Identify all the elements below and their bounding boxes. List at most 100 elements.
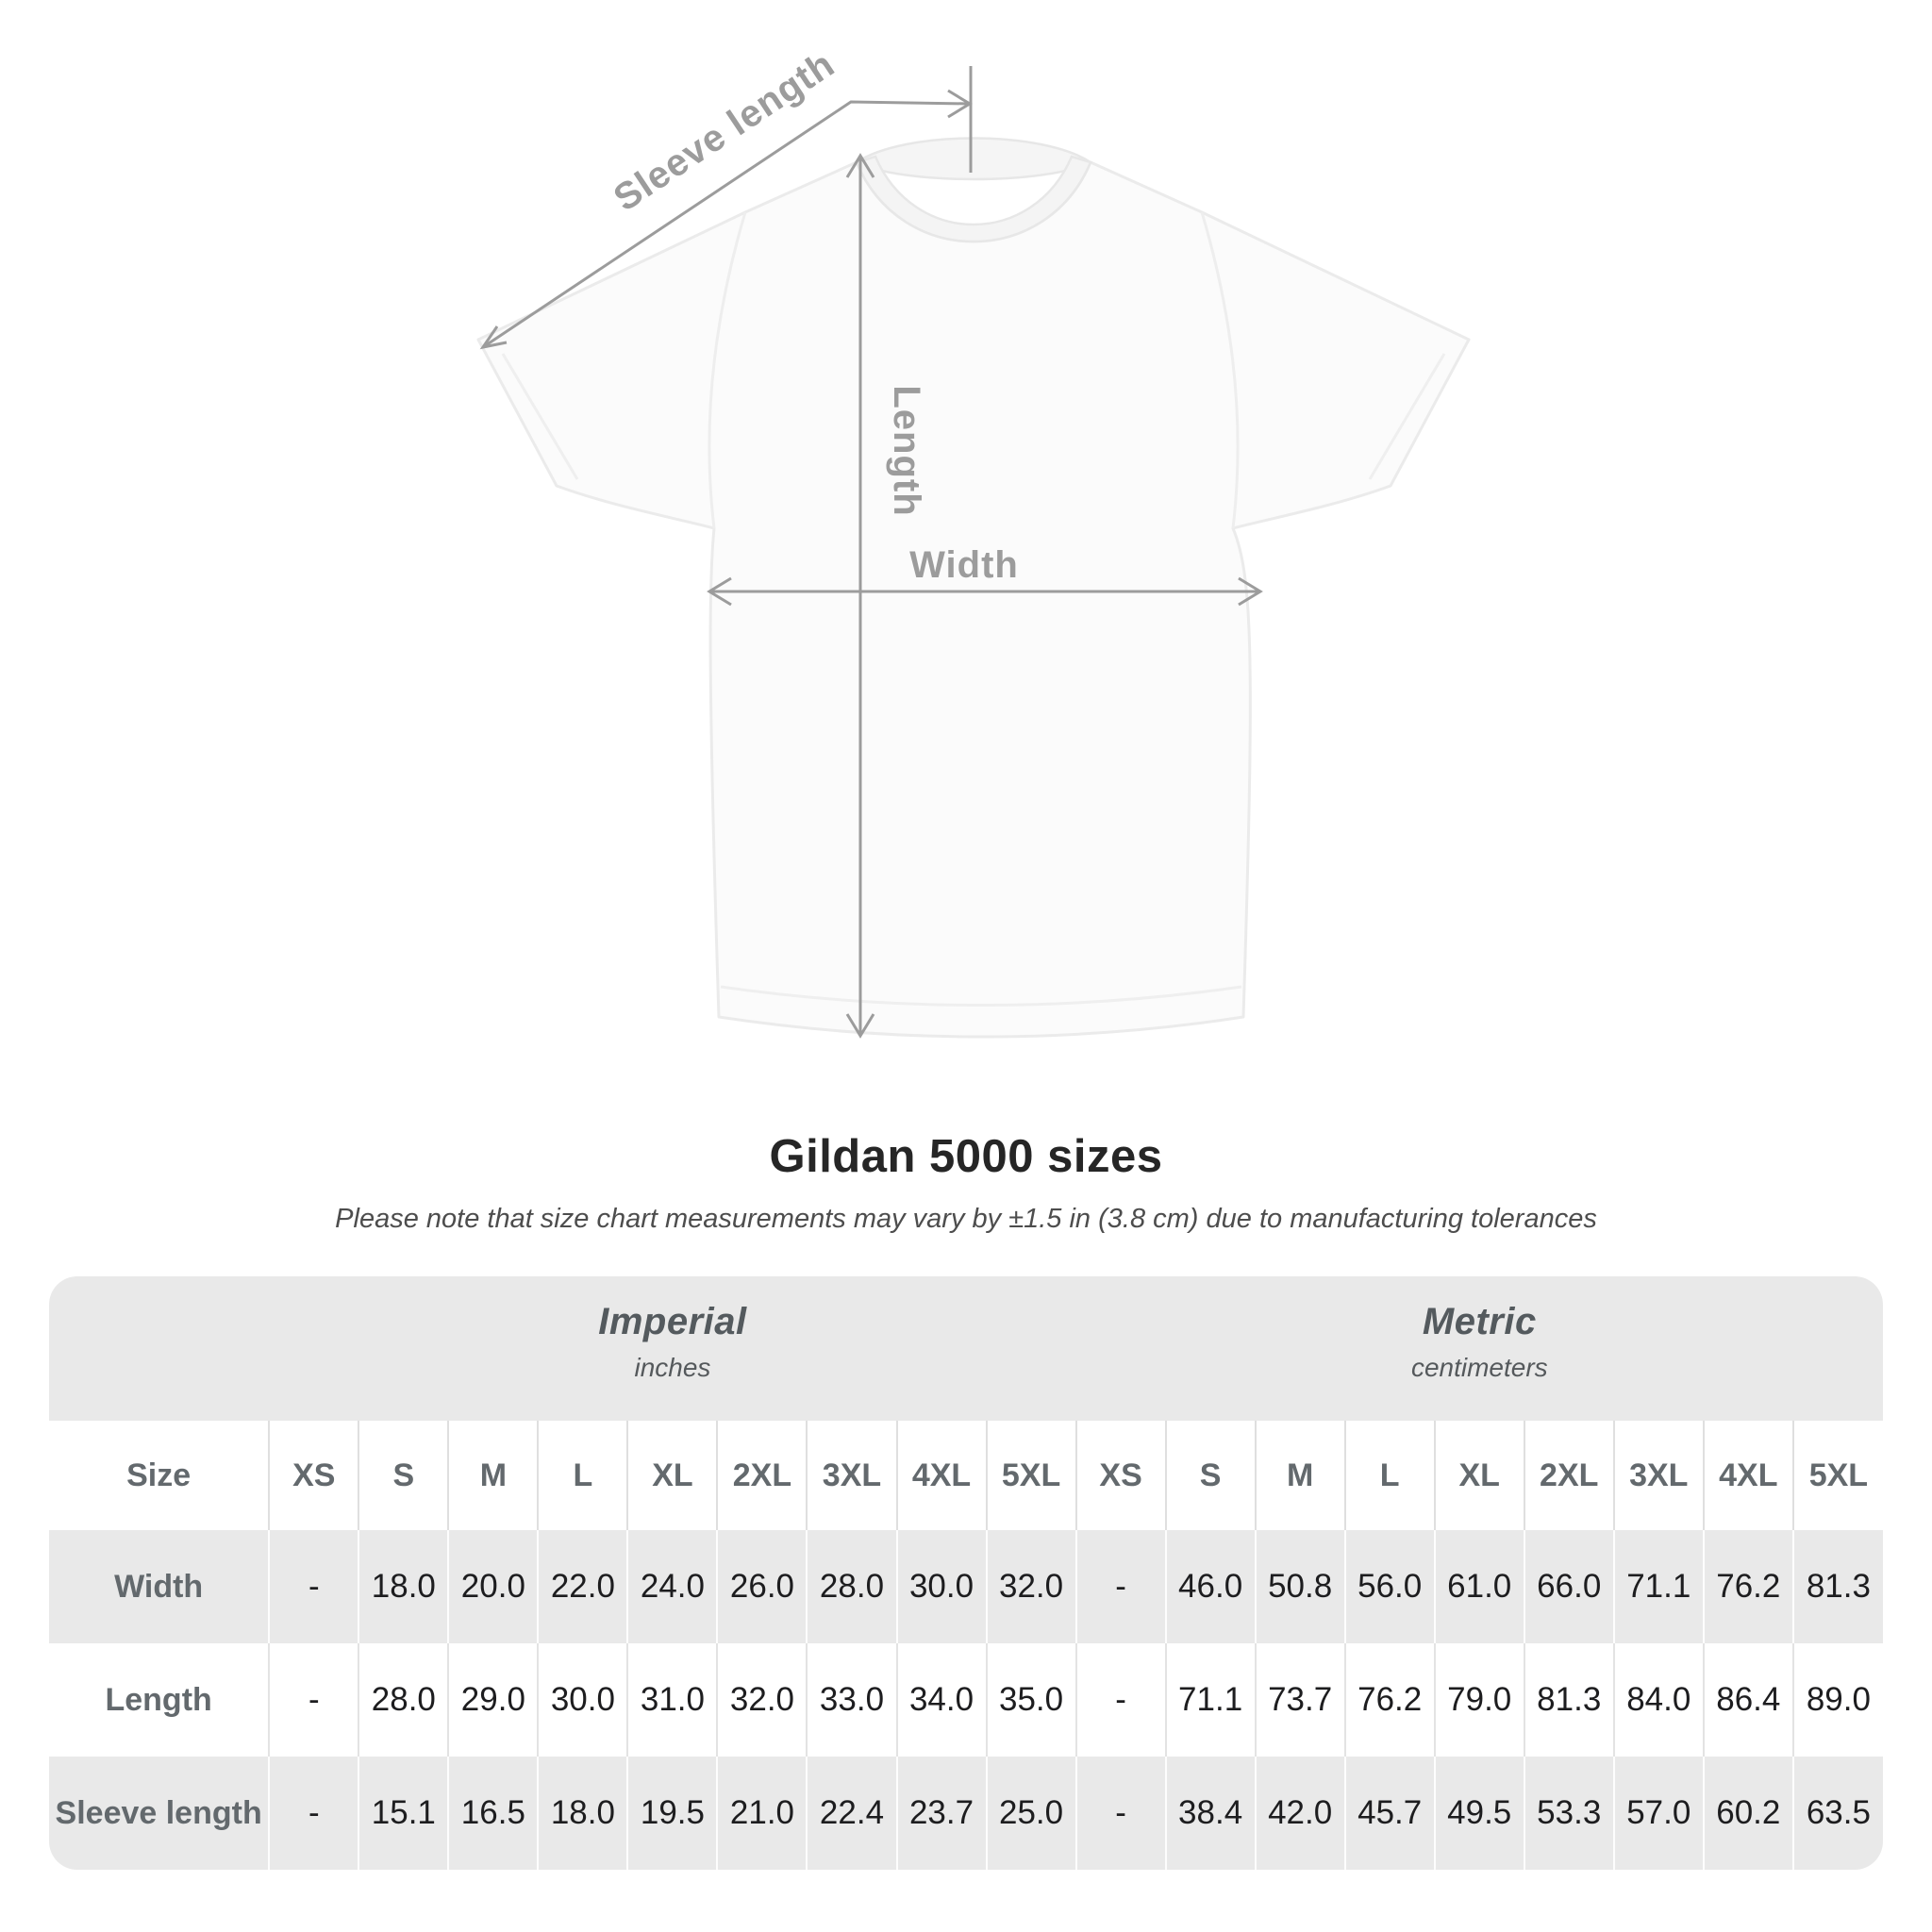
size-col-imperial-2xl: 2XL (716, 1421, 808, 1530)
tshirt-right-armhole-seam (1200, 211, 1240, 529)
width-arrowhead-left (707, 576, 732, 607)
length-metric-l: 76.2 (1343, 1643, 1435, 1757)
page-title: Gildan 5000 sizes (769, 1131, 1163, 1182)
sleeve-imperial-s: 15.1 (358, 1757, 449, 1870)
size-header-label: Size (126, 1457, 192, 1493)
length-row-label: Length (105, 1681, 212, 1718)
sleeve-metric-4xl: 60.2 (1702, 1757, 1793, 1870)
imperial-title: Imperial (598, 1301, 747, 1342)
length-imperial-s: 28.0 (358, 1643, 449, 1757)
sleeve-length-row: Sleeve length - 15.1 16.5 18.0 19.5 21.0… (49, 1757, 1883, 1870)
units-header-band: Imperial inches Metric centimeters (49, 1276, 1883, 1421)
width-metric-5xl: 81.3 (1791, 1530, 1883, 1643)
sleeve-metric-xs: - (1074, 1757, 1166, 1870)
length-metric-5xl: 89.0 (1791, 1643, 1883, 1757)
sleeve-metric-m: 42.0 (1254, 1757, 1345, 1870)
measurement-lines (479, 66, 1263, 1039)
width-metric-4xl: 76.2 (1702, 1530, 1793, 1643)
sleeve-metric-xl: 49.5 (1433, 1757, 1524, 1870)
width-row-label: Width (114, 1568, 204, 1605)
sleeve-row-label: Sleeve length (55, 1794, 262, 1831)
width-imperial-5xl: 32.0 (985, 1530, 1076, 1643)
width-metric-2xl: 66.0 (1523, 1530, 1614, 1643)
metric-unit: centimeters (1410, 1353, 1548, 1382)
sleeve-metric-l: 45.7 (1343, 1757, 1435, 1870)
sleeve-imperial-2xl: 21.0 (716, 1757, 808, 1870)
metric-title: Metric (1422, 1301, 1537, 1342)
tshirt-right-cuff-hem (1368, 353, 1446, 480)
size-col-metric-m: M (1254, 1421, 1345, 1530)
size-col-imperial-5xl: 5XL (985, 1421, 1076, 1530)
size-col-metric-xl: XL (1433, 1421, 1524, 1530)
length-imperial-3xl: 33.0 (806, 1643, 897, 1757)
size-col-imperial-4xl: 4XL (895, 1421, 987, 1530)
sleeve-imperial-3xl: 22.4 (806, 1757, 897, 1870)
sleeve-metric-s: 38.4 (1164, 1757, 1256, 1870)
width-imperial-l: 22.0 (537, 1530, 628, 1643)
width-metric-xl: 61.0 (1433, 1530, 1524, 1643)
size-col-metric-4xl: 4XL (1702, 1421, 1793, 1530)
units-header-spacer (49, 1276, 269, 1421)
width-imperial-4xl: 30.0 (895, 1530, 987, 1643)
width-label: Width (909, 544, 1019, 586)
width-metric-m: 50.8 (1254, 1530, 1345, 1643)
tshirt-collar-band (855, 155, 1092, 243)
size-col-metric-5xl: 5XL (1791, 1421, 1883, 1530)
imperial-section-header: Imperial inches (269, 1276, 1075, 1421)
width-metric-l: 56.0 (1343, 1530, 1435, 1643)
length-metric-2xl: 81.3 (1523, 1643, 1614, 1757)
tshirt-bottom-hem (720, 985, 1242, 1007)
length-imperial-2xl: 32.0 (716, 1643, 808, 1757)
length-imperial-4xl: 34.0 (895, 1643, 987, 1757)
width-metric-s: 46.0 (1164, 1530, 1256, 1643)
tshirt-measurement-diagram: Sleeve length Length Width (476, 43, 1471, 1039)
width-imperial-3xl: 28.0 (806, 1530, 897, 1643)
length-imperial-xs: - (268, 1643, 359, 1757)
sleeve-metric-3xl: 57.0 (1612, 1757, 1704, 1870)
sleeve-imperial-4xl: 23.7 (895, 1757, 987, 1870)
size-col-imperial-m: M (447, 1421, 539, 1530)
size-col-metric-xs: XS (1074, 1421, 1166, 1530)
length-row: Length - 28.0 29.0 30.0 31.0 32.0 33.0 3… (49, 1643, 1883, 1757)
size-col-metric-3xl: 3XL (1612, 1421, 1704, 1530)
length-arrowhead-bottom (845, 1013, 875, 1039)
length-metric-m: 73.7 (1254, 1643, 1345, 1757)
length-metric-4xl: 86.4 (1702, 1643, 1793, 1757)
length-metric-xs: - (1074, 1643, 1166, 1757)
sleeve-imperial-l: 18.0 (537, 1757, 628, 1870)
tshirt-figure-svg: Sleeve length Length Width (476, 43, 1471, 1039)
width-arrowhead-right (1238, 576, 1263, 607)
sleeve-metric-5xl: 63.5 (1791, 1757, 1883, 1870)
sleeve-imperial-5xl: 25.0 (985, 1757, 1076, 1870)
width-imperial-xl: 24.0 (626, 1530, 718, 1643)
size-col-imperial-3xl: 3XL (806, 1421, 897, 1530)
size-col-imperial-s: S (358, 1421, 449, 1530)
width-imperial-s: 18.0 (358, 1530, 449, 1643)
tolerance-note: Please note that size chart measurements… (335, 1204, 1597, 1234)
tshirt-illustration (476, 137, 1471, 1039)
sleeve-metric-2xl: 53.3 (1523, 1757, 1614, 1870)
width-metric-xs: - (1074, 1530, 1166, 1643)
metric-section-header: Metric centimeters (1076, 1276, 1883, 1421)
size-col-imperial-xl: XL (626, 1421, 718, 1530)
title-block: Gildan 5000 sizes Please note that size … (0, 1130, 1932, 1235)
sleeve-length-arrowhead-left (479, 325, 508, 350)
width-imperial-xs: - (268, 1530, 359, 1643)
imperial-unit: inches (634, 1353, 711, 1382)
size-col-metric-s: S (1164, 1421, 1256, 1530)
size-chart-table: Size XS S M L XL 2XL 3XL 4XL 5XL XS S M … (49, 1421, 1883, 1870)
length-metric-xl: 79.0 (1433, 1643, 1524, 1757)
tshirt-body (476, 160, 1471, 1039)
size-col-metric-2xl: 2XL (1523, 1421, 1614, 1530)
length-label: Length (886, 385, 927, 516)
size-col-metric-l: L (1343, 1421, 1435, 1530)
sleeve-imperial-xs: - (268, 1757, 359, 1870)
sleeve-imperial-xl: 19.5 (626, 1757, 718, 1870)
length-arrowhead-top (845, 153, 875, 178)
length-metric-3xl: 84.0 (1612, 1643, 1704, 1757)
length-imperial-5xl: 35.0 (985, 1643, 1076, 1757)
length-imperial-m: 29.0 (447, 1643, 539, 1757)
size-header-row: Size XS S M L XL 2XL 3XL 4XL 5XL XS S M … (49, 1421, 1883, 1530)
width-metric-3xl: 71.1 (1612, 1530, 1704, 1643)
tshirt-back-collar (854, 137, 1093, 181)
